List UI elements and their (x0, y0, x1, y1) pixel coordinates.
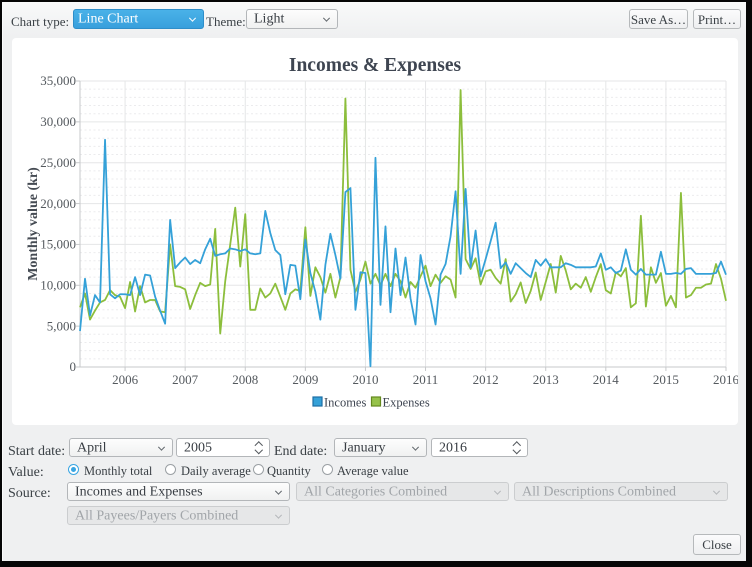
svg-text:2014: 2014 (593, 372, 620, 387)
svg-text:2011: 2011 (413, 372, 439, 387)
svg-text:25,000: 25,000 (40, 155, 76, 170)
svg-text:2007: 2007 (172, 372, 199, 387)
svg-text:Expenses: Expenses (383, 396, 430, 410)
svg-text:20,000: 20,000 (40, 196, 76, 211)
svg-text:35,000: 35,000 (40, 73, 76, 88)
svg-text:15,000: 15,000 (40, 237, 76, 252)
svg-text:Incomes & Expenses: Incomes & Expenses (289, 55, 462, 76)
svg-text:5,000: 5,000 (47, 318, 76, 333)
svg-text:2012: 2012 (473, 372, 499, 387)
svg-text:2010: 2010 (352, 372, 378, 387)
svg-text:0: 0 (70, 359, 77, 374)
svg-text:2013: 2013 (533, 372, 559, 387)
svg-text:10,000: 10,000 (40, 278, 76, 293)
svg-text:2015: 2015 (653, 372, 679, 387)
svg-text:2009: 2009 (292, 372, 318, 387)
svg-text:2006: 2006 (112, 372, 139, 387)
svg-text:Incomes: Incomes (324, 396, 366, 410)
svg-text:30,000: 30,000 (40, 114, 76, 129)
svg-text:2008: 2008 (232, 372, 258, 387)
svg-text:2016: 2016 (713, 372, 738, 387)
svg-text:Monthly value (kr): Monthly value (kr) (26, 167, 41, 281)
